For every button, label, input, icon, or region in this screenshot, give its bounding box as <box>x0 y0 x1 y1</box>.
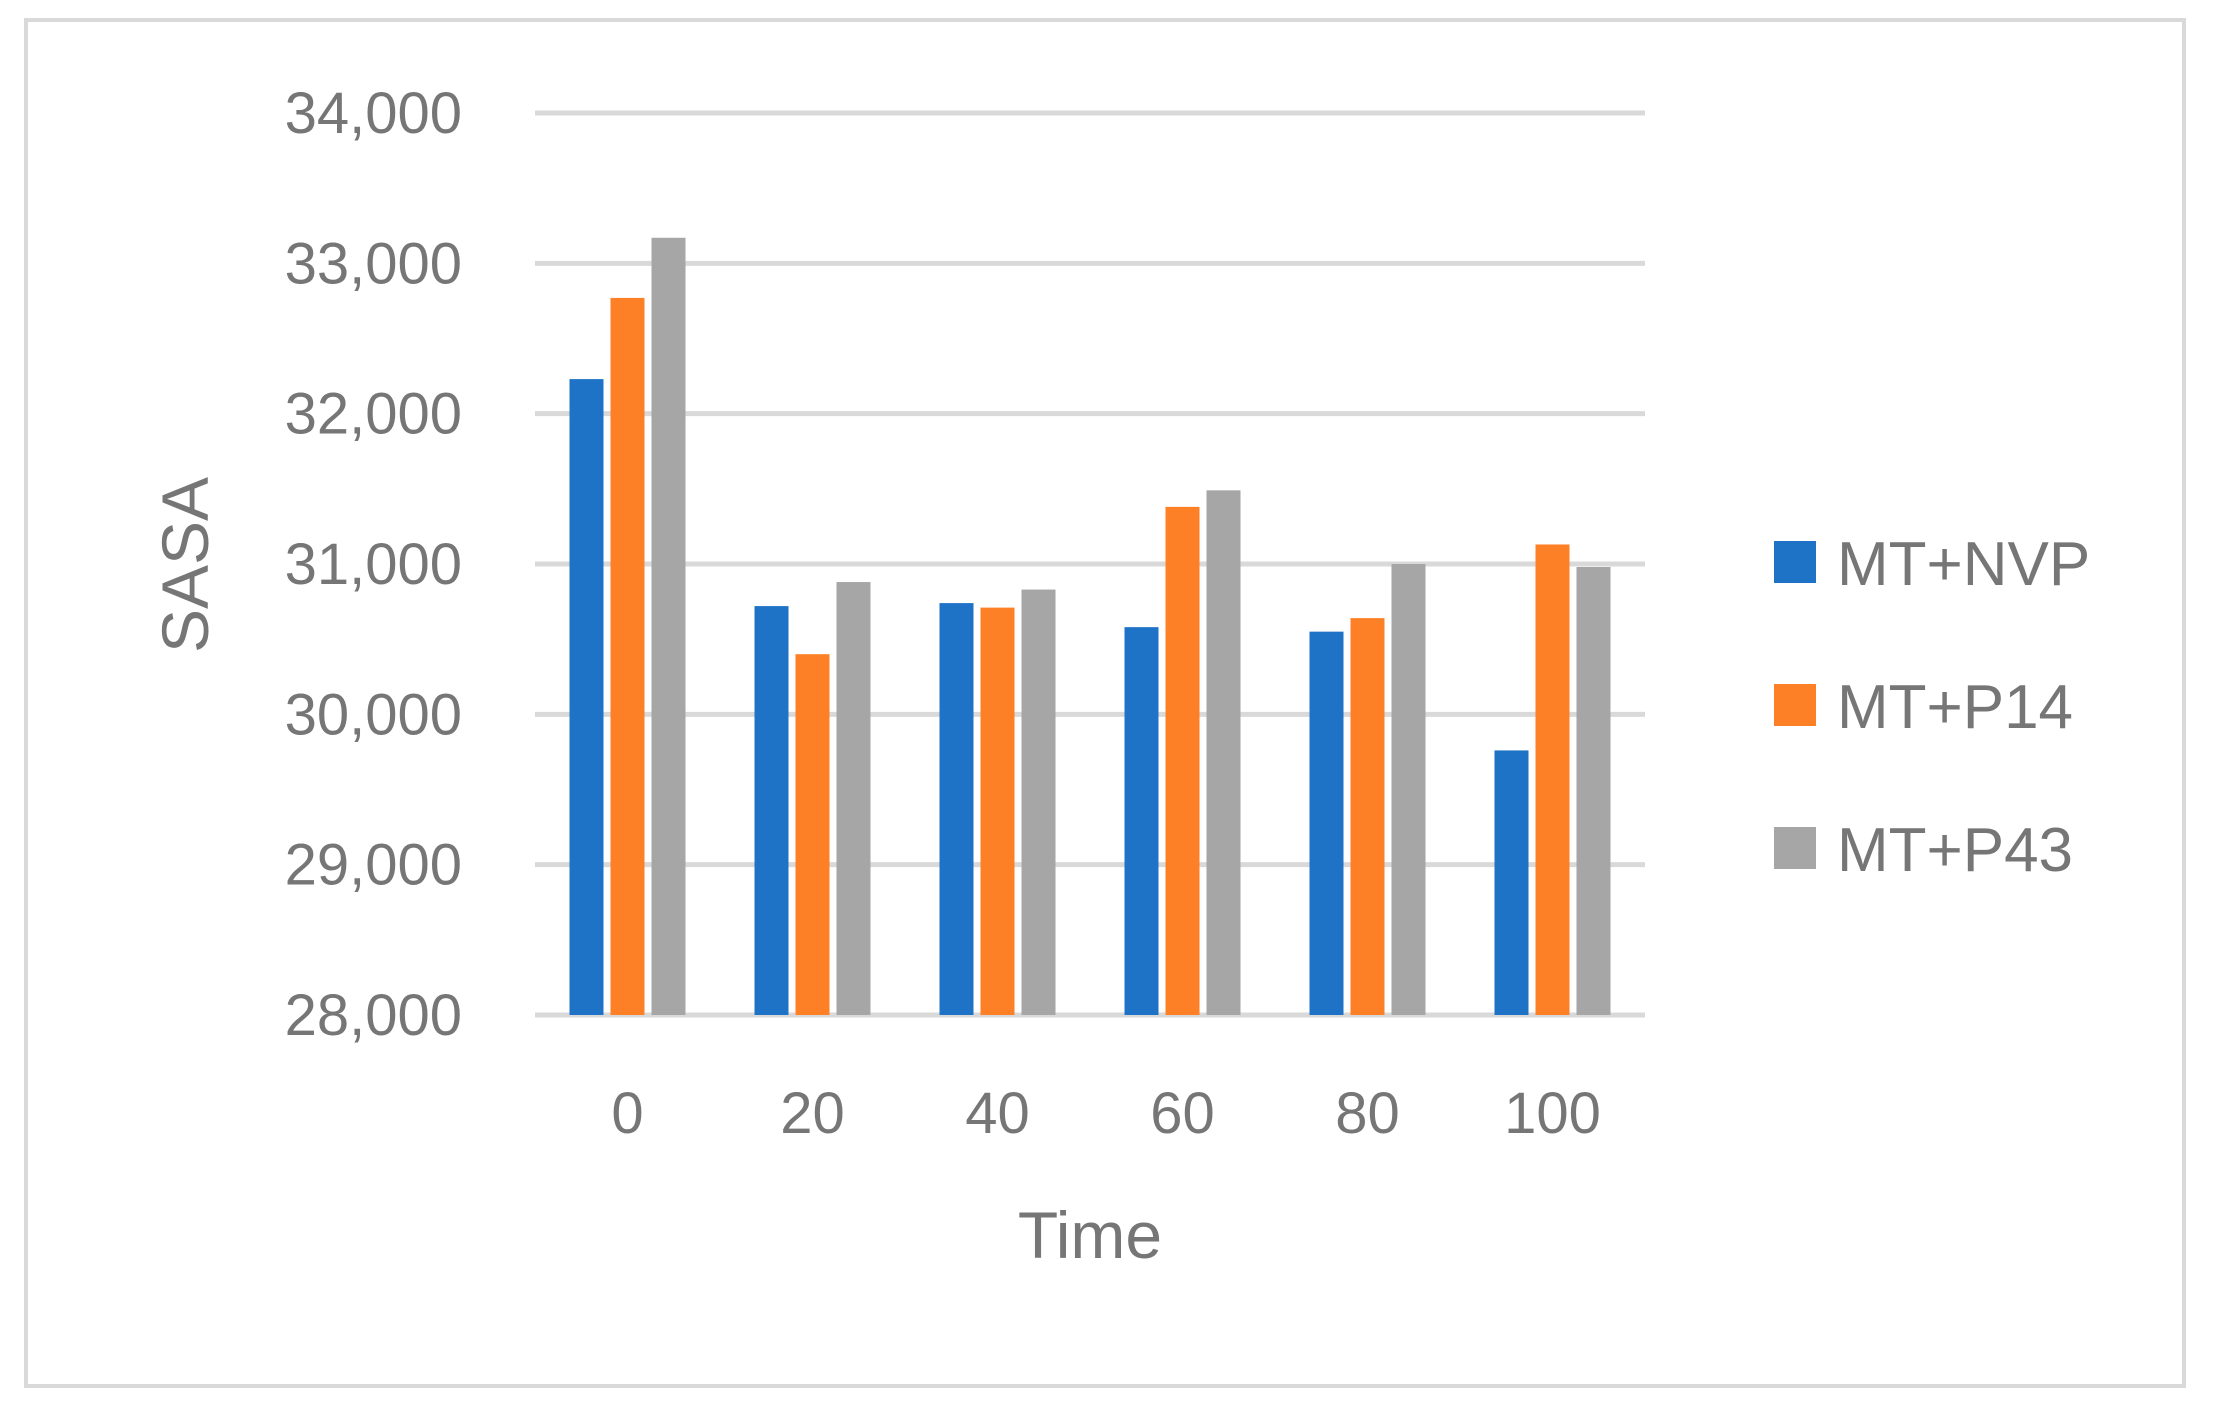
bar-mt-nvp-t40 <box>939 603 974 1015</box>
bar-mt-p14-t100 <box>1535 544 1570 1015</box>
y-tick-label: 30,000 <box>285 682 462 747</box>
legend: MT+NVP MT+P14 MT+P43 <box>1774 530 2090 885</box>
bar-mt-nvp-t60 <box>1124 627 1159 1015</box>
bar-mt-nvp-t20 <box>754 606 789 1015</box>
x-tick-label: 80 <box>1335 1081 1400 1146</box>
bar-mt-p14-t0 <box>610 297 645 1015</box>
bar-mt-nvp-t80 <box>1309 631 1344 1015</box>
legend-swatch <box>1774 827 1816 869</box>
legend-label: MT+NVP <box>1837 530 2090 599</box>
y-tick-label: 29,000 <box>285 833 462 898</box>
bar-mt-p14-t80 <box>1350 618 1385 1015</box>
x-axis-ticks: 0 20 40 60 80 100 <box>611 1081 1601 1146</box>
bar-mt-p43-t0 <box>651 237 686 1015</box>
legend-swatch <box>1774 684 1816 726</box>
legend-label: MT+P43 <box>1837 816 2073 885</box>
y-axis-ticks: 28,000 29,000 30,000 31,000 32,000 33,000 34,0… <box>285 81 462 1048</box>
x-tick-label: 20 <box>780 1081 845 1146</box>
bar-mt-p43-t20 <box>836 582 871 1015</box>
bar-mt-p14-t40 <box>980 607 1015 1015</box>
bar-mt-p14-t20 <box>795 654 830 1015</box>
y-tick-label: 28,000 <box>285 983 462 1048</box>
bar-mt-p43-t80 <box>1391 564 1426 1015</box>
x-tick-label: 60 <box>1150 1081 1215 1146</box>
bar-mt-p43-t100 <box>1576 567 1611 1015</box>
gridlines <box>535 110 1645 1018</box>
y-tick-label: 31,000 <box>285 532 462 597</box>
y-axis-label: SASA <box>148 477 222 653</box>
legend-label: MT+P14 <box>1837 673 2073 742</box>
y-tick-label: 33,000 <box>285 231 462 296</box>
y-tick-label: 34,000 <box>285 81 462 146</box>
chart-frame <box>24 18 2186 1388</box>
bar-mt-nvp-t0 <box>569 379 604 1016</box>
bar-mt-p43-t60 <box>1206 490 1241 1015</box>
x-tick-label: 100 <box>1504 1081 1601 1146</box>
x-tick-label: 0 <box>611 1081 643 1146</box>
bar-mt-p43-t40 <box>1021 589 1056 1015</box>
bars <box>569 237 1611 1016</box>
y-tick-label: 32,000 <box>285 382 462 447</box>
bar-mt-p14-t60 <box>1165 506 1200 1015</box>
x-tick-label: 40 <box>965 1081 1030 1146</box>
bar-mt-nvp-t100 <box>1494 750 1529 1015</box>
x-axis-label: Time <box>1018 1198 1162 1272</box>
legend-swatch <box>1774 541 1816 583</box>
